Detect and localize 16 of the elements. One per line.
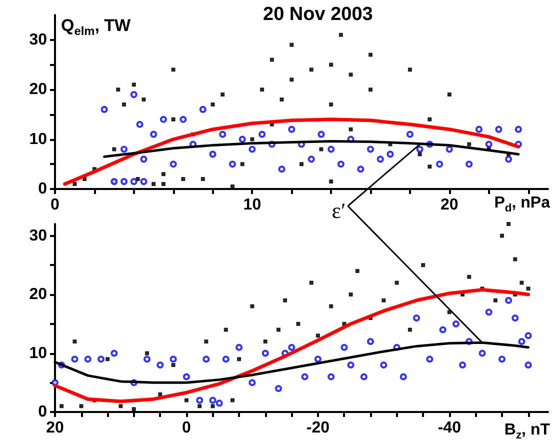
y-tick-label: 20	[29, 286, 48, 303]
x-tick-label: 0	[182, 420, 192, 436]
x-tick-label: -40	[438, 420, 462, 436]
y-tick-label: 10	[29, 130, 48, 148]
y-tick-label: 10	[29, 344, 48, 362]
x-tick-label: 10	[243, 196, 262, 214]
x-tick-label: 0	[50, 196, 60, 214]
y-tick-label: 0	[38, 180, 48, 198]
chart-title: 20 Nov 2003	[263, 4, 373, 25]
x-tick-label: 20	[440, 196, 458, 214]
y-tick-label: 20	[29, 81, 48, 98]
x-tick-label: -20	[306, 420, 330, 436]
y-tick-label: 0	[38, 404, 48, 420]
y-tick-label: 30	[29, 31, 48, 48]
annotation: ε′	[332, 198, 346, 223]
y-tick-label: 30	[29, 227, 48, 244]
